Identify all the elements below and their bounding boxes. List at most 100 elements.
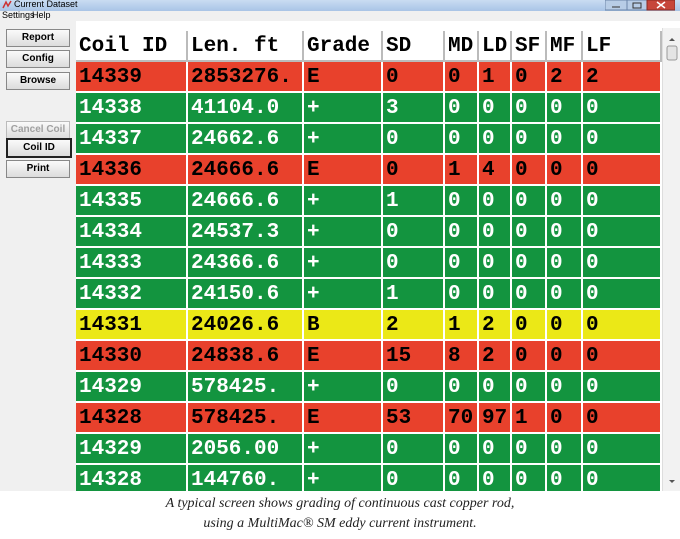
table-cell: 0 [512,279,547,310]
button[interactable]: Print [6,160,70,178]
column-header: Len. ft [188,31,304,62]
table-cell: 0 [445,465,479,491]
table-cell: 1 [445,155,479,186]
table-cell: 0 [547,217,583,248]
table-cell: 0 [512,372,547,403]
table-cell: 14329 [76,372,188,403]
table-cell: 0 [479,124,512,155]
table-cell: 14336 [76,155,188,186]
table-cell: 0 [445,248,479,279]
window-controls[interactable] [605,0,675,11]
table-cell: 0 [583,186,662,217]
table-cell: 0 [445,62,479,93]
table-cell: E [304,155,383,186]
button[interactable]: Config [6,50,70,68]
table-cell: 14332 [76,279,188,310]
table-cell: + [304,217,383,248]
table-cell: 0 [479,372,512,403]
menu-item[interactable]: Settings [2,10,35,20]
table-cell: 0 [512,155,547,186]
table-cell: 0 [547,341,583,372]
table-cell: 0 [383,248,445,279]
table-cell: 0 [512,310,547,341]
column-header: SD [383,31,445,62]
table-cell: 0 [547,124,583,155]
table-cell: 0 [479,279,512,310]
table-cell: 2 [547,62,583,93]
table-cell: 24366.6 [188,248,304,279]
table-cell: 0 [445,372,479,403]
scrollbar[interactable] [662,28,680,491]
table-cell: + [304,372,383,403]
table-cell: 14333 [76,248,188,279]
table-cell: + [304,186,383,217]
table-cell: 4 [479,155,512,186]
table-cell: 0 [547,403,583,434]
table-cell: 0 [547,279,583,310]
column-header: SF [512,31,547,62]
button[interactable]: Browse [6,72,70,90]
table-cell: E [304,62,383,93]
table-cell: 0 [583,279,662,310]
table-cell: 24026.6 [188,310,304,341]
table-cell: 14334 [76,217,188,248]
table-cell: 1 [445,310,479,341]
table-cell: 8 [445,341,479,372]
table-cell: E [304,403,383,434]
menu-item[interactable]: Help [32,10,51,20]
table-cell: 0 [445,217,479,248]
table-cell: 0 [479,93,512,124]
table-cell: 0 [583,124,662,155]
table-cell: E [304,341,383,372]
table-cell: 15 [383,341,445,372]
table-cell: B [304,310,383,341]
table-cell: 0 [512,434,547,465]
table-cell: 0 [512,62,547,93]
table-cell: + [304,279,383,310]
table-cell: 0 [583,465,662,491]
scrollbar-parts [666,38,678,483]
button[interactable]: Coil ID [6,138,72,158]
table-cell: 53 [383,403,445,434]
table-cell: 97 [479,403,512,434]
table-cell: 70 [445,403,479,434]
table-cell: 0 [383,155,445,186]
table-cell: 0 [445,186,479,217]
table-cell: + [304,434,383,465]
table-cell: 14329 [76,434,188,465]
column-header: MF [547,31,583,62]
button-panel: Report Config Browse Cancel Coil Coil ID Prin… [0,21,76,491]
table-cell: 0 [512,248,547,279]
table-cell: 0 [445,434,479,465]
title-bar: Current Dataset [0,0,680,11]
table-cell: 0 [383,124,445,155]
table-cell: 3 [383,93,445,124]
column-header: Grade [304,31,383,62]
table-cell: 0 [583,341,662,372]
table-cell: 0 [383,434,445,465]
table-cell: 0 [445,124,479,155]
table-cell: 0 [547,434,583,465]
table-cell: 0 [583,310,662,341]
table-cell: 0 [583,434,662,465]
caption-line: using a MultiMac® SM eddy current instru… [203,516,477,531]
table-cell: 144760. [188,465,304,491]
table-cell: + [304,124,383,155]
table-cell: 0 [583,93,662,124]
table-cell: 0 [547,155,583,186]
table-cell: 1 [512,403,547,434]
table-cell: 0 [547,248,583,279]
table-cell: 14331 [76,310,188,341]
table-cell: 14328 [76,403,188,434]
table-cell: 0 [383,465,445,491]
table-cell: 0 [512,465,547,491]
table-cell: 24838.6 [188,341,304,372]
table-cell: 0 [383,372,445,403]
data-table: Coil ID Len. ft Grade SD MD LD SF MF LF 14339 2853… [76,28,662,491]
column-header: MD [445,31,479,62]
table-cell: 0 [583,248,662,279]
table-cell: 0 [512,186,547,217]
button[interactable]: Report [6,29,70,47]
table-cell: 0 [547,93,583,124]
table-cell: + [304,465,383,491]
